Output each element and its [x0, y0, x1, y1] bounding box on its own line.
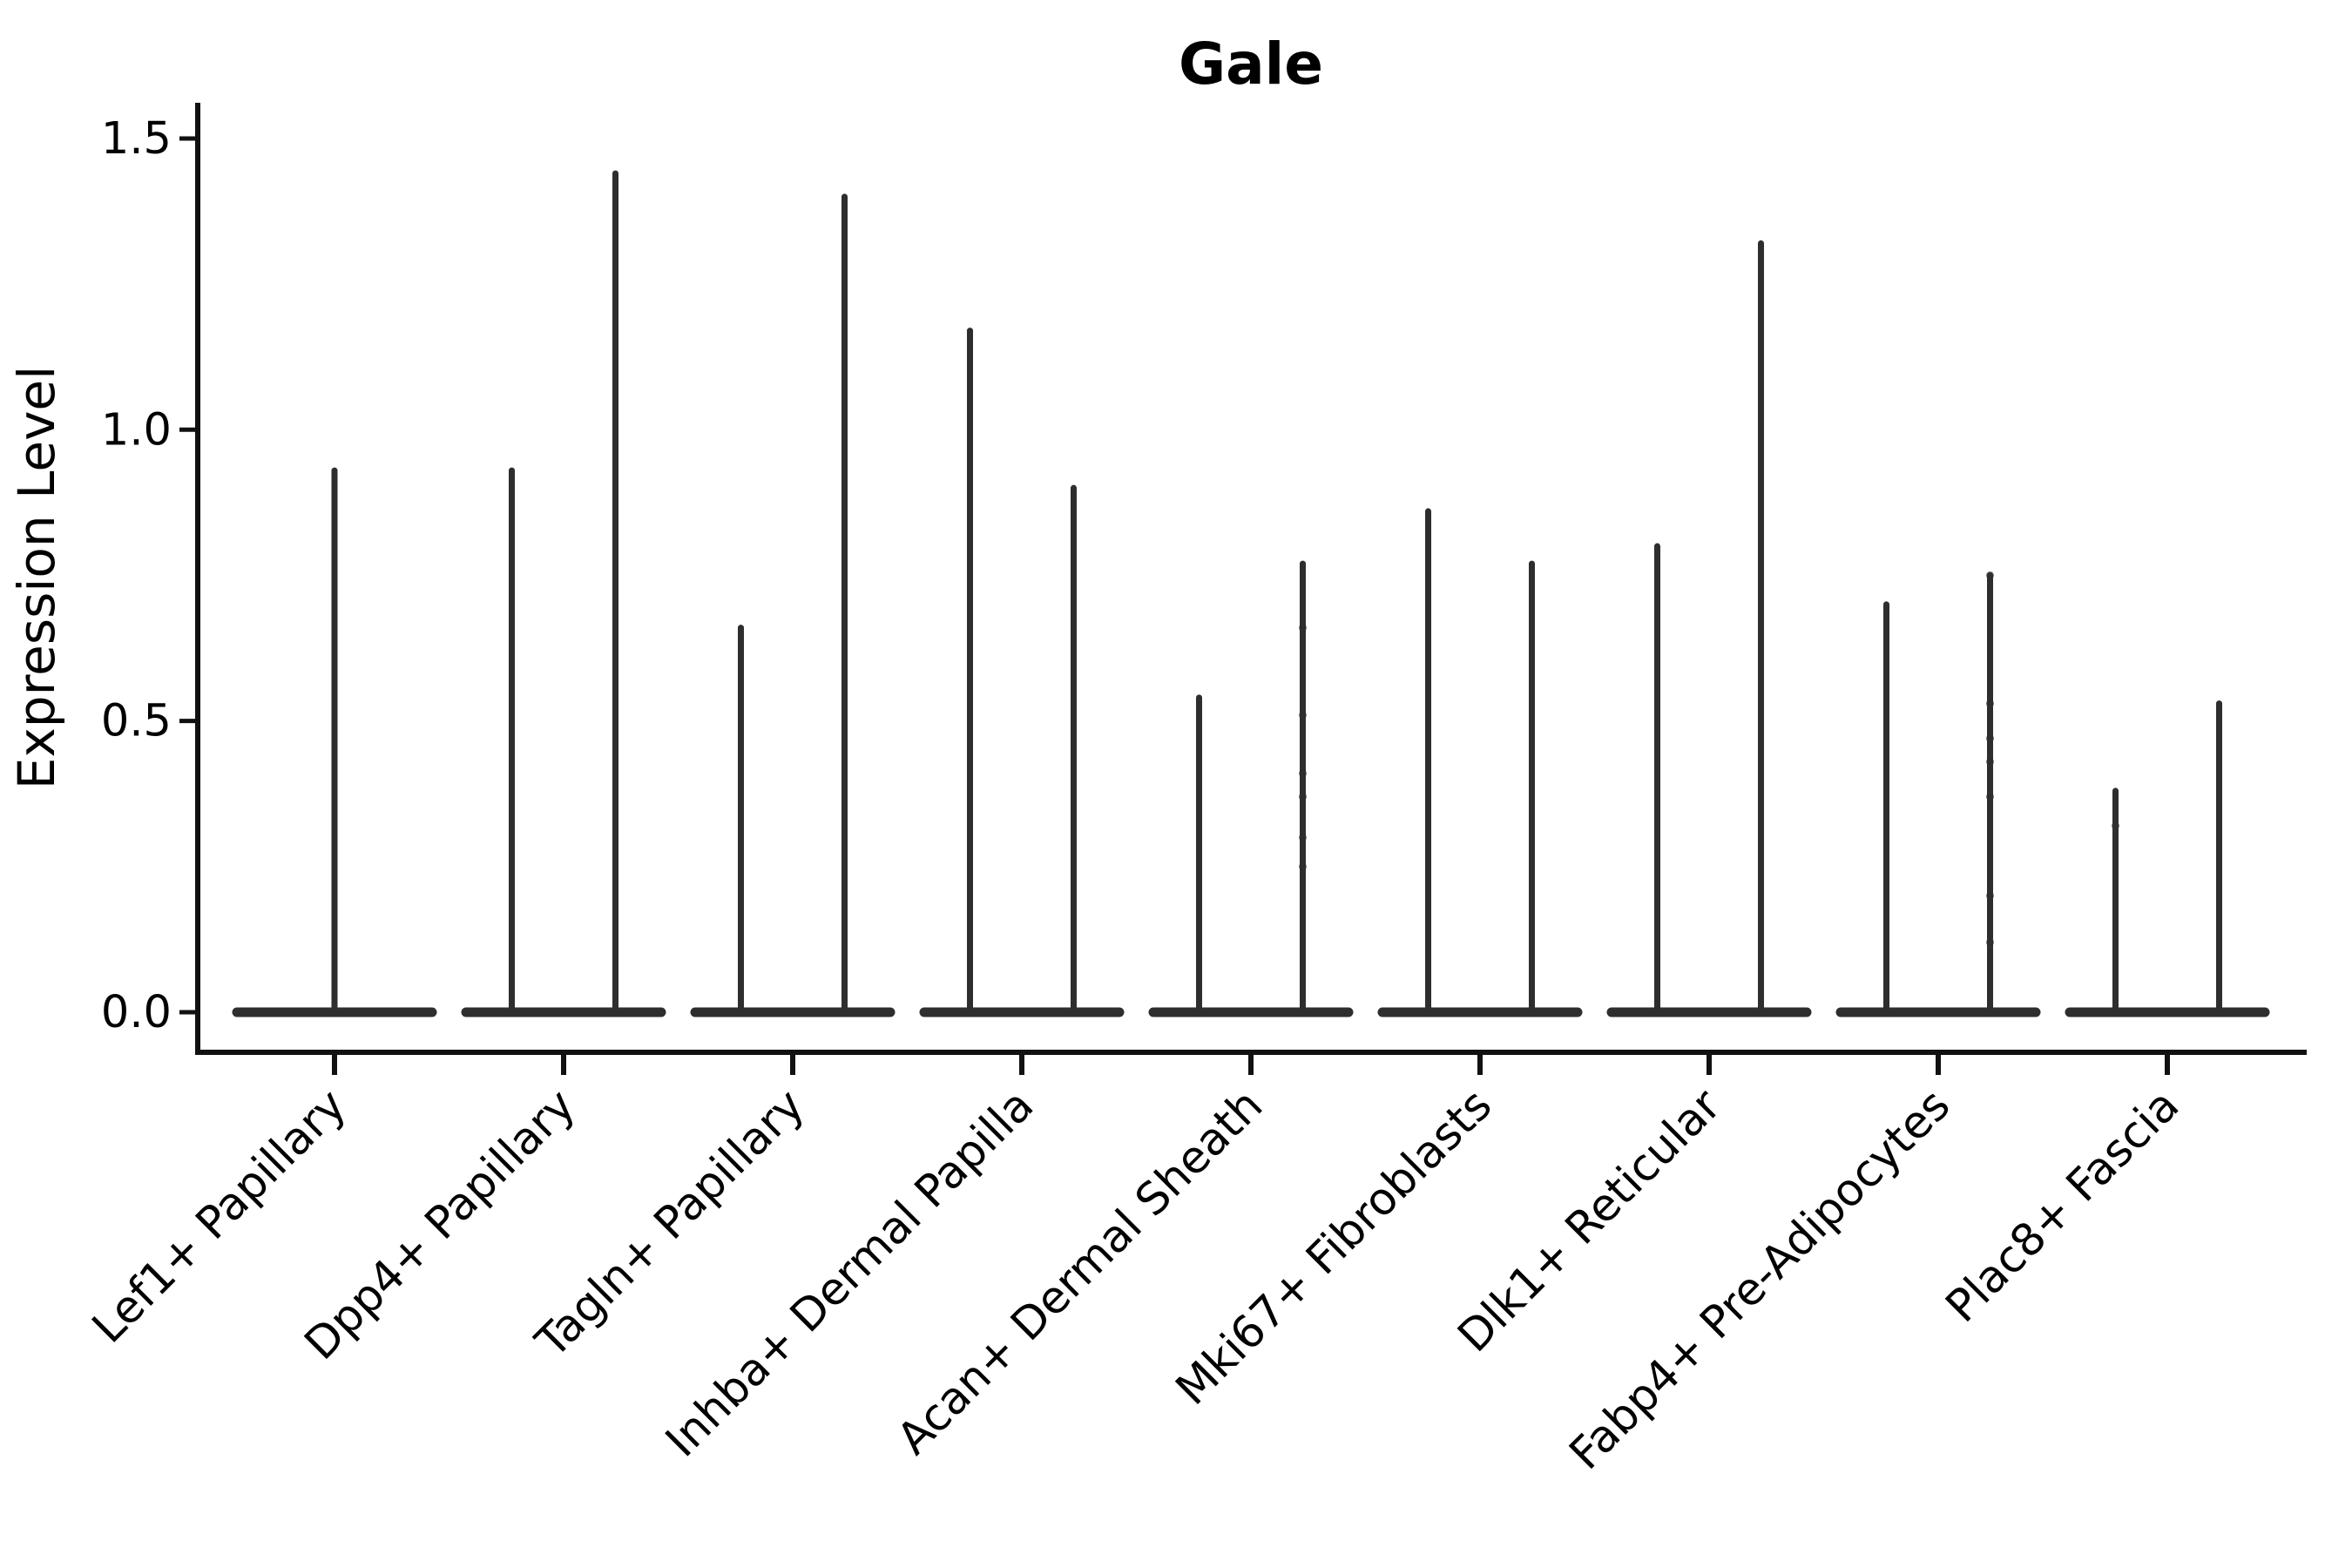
y-tick-label: 1.0 — [101, 404, 172, 456]
jitter-point — [1299, 711, 1307, 720]
y-tick-label: 0.0 — [101, 987, 172, 1038]
jitter-point — [1986, 891, 1994, 900]
x-tick-label: Inhba+ Dermal Papilla — [656, 1079, 1044, 1467]
jitter-point — [1299, 624, 1307, 632]
jitter-point — [1986, 571, 1994, 579]
jitter-point — [1299, 793, 1307, 801]
x-tick-label: Fabp4+ Pre-Adipocytes — [1560, 1079, 1960, 1479]
jitter-point — [1299, 769, 1307, 778]
jitter-point — [1986, 938, 1994, 947]
x-tick-label: Acan+ Dermal Sheath — [888, 1079, 1273, 1464]
jitter-point — [1986, 757, 1994, 766]
y-axis-label: Expression Level — [7, 366, 66, 789]
jitter-point — [1986, 700, 1994, 708]
jitter-point — [1299, 833, 1307, 841]
jitter-point — [1299, 862, 1307, 871]
x-tick-label: Plac8+ Fascia — [1936, 1079, 2189, 1332]
jitter-point — [2112, 821, 2119, 830]
jitter-point — [1986, 734, 1994, 743]
y-tick-label: 1.5 — [101, 113, 172, 165]
jitter-point — [1986, 793, 1994, 801]
chart-title: Gale — [1179, 30, 1323, 98]
y-tick-label: 0.5 — [101, 696, 172, 747]
violin-layer — [232, 170, 2270, 1017]
